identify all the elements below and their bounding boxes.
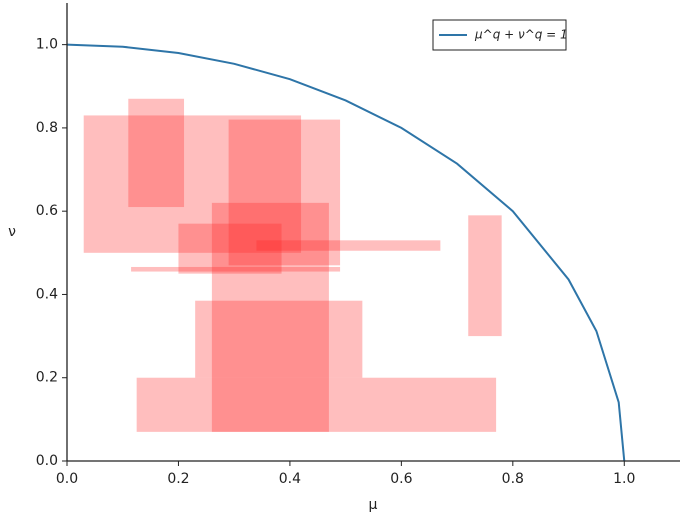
y-axis-label: ν — [8, 224, 16, 240]
interval-rect — [228, 119, 341, 266]
interval-rect — [211, 202, 329, 432]
x-tick-label: 0.2 — [167, 471, 189, 487]
interval-rect — [195, 300, 363, 378]
interval-rect — [136, 377, 497, 432]
y-tick-label: 0.4 — [36, 286, 58, 302]
interval-rect — [468, 215, 502, 337]
interval-rect — [256, 240, 441, 251]
x-tick-label: 0.0 — [56, 471, 78, 487]
interval-rect — [178, 223, 282, 274]
x-axis-label: μ — [369, 497, 378, 513]
y-tick-label: 0.2 — [36, 370, 58, 386]
y-tick-label: 0.8 — [36, 120, 58, 136]
y-tick-label: 0.6 — [36, 203, 58, 219]
y-tick-label: 0.0 — [36, 453, 58, 469]
x-tick-label: 0.4 — [279, 471, 301, 487]
interval-rect — [83, 115, 302, 253]
x-tick-label: 1.0 — [613, 471, 635, 487]
interval-rect — [128, 98, 185, 208]
legend-label: μ^q + ν^q = 1 — [474, 28, 568, 42]
interval-rect — [131, 266, 341, 272]
x-tick-label: 0.8 — [502, 471, 524, 487]
y-tick-label: 1.0 — [36, 37, 58, 53]
x-tick-label: 0.6 — [390, 471, 412, 487]
curve — [66, 43, 626, 462]
